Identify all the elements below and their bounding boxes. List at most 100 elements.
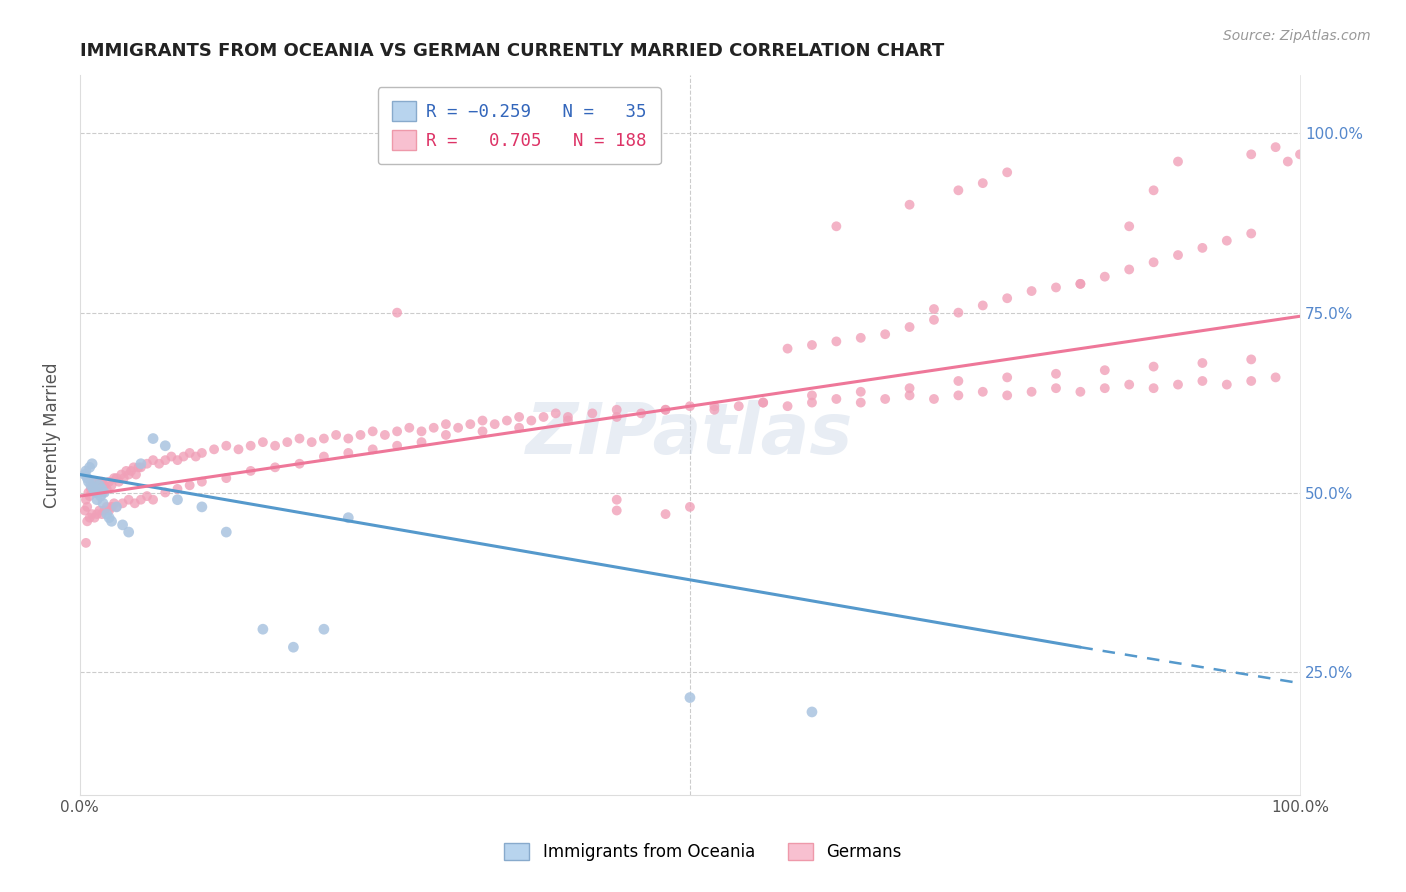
Point xyxy=(98,475,121,489)
Point xyxy=(325,428,347,442)
Point xyxy=(215,525,238,540)
Point xyxy=(875,327,897,342)
Point xyxy=(91,485,114,500)
Point xyxy=(679,690,702,705)
Point xyxy=(239,439,262,453)
Point xyxy=(776,399,799,413)
Point xyxy=(264,439,287,453)
Point xyxy=(215,471,238,485)
Point xyxy=(606,492,628,507)
Point xyxy=(83,510,105,524)
Point xyxy=(995,291,1018,305)
Point xyxy=(849,384,872,399)
Point xyxy=(179,478,201,492)
Point xyxy=(1142,255,1164,269)
Point xyxy=(122,460,145,475)
Point xyxy=(800,338,823,352)
Point xyxy=(89,503,111,517)
Point xyxy=(79,489,101,503)
Point xyxy=(849,395,872,409)
Point xyxy=(276,435,298,450)
Point xyxy=(1240,147,1263,161)
Point xyxy=(90,482,112,496)
Point xyxy=(288,457,311,471)
Point xyxy=(411,425,433,439)
Point xyxy=(103,496,125,510)
Point xyxy=(87,485,110,500)
Point xyxy=(90,482,112,496)
Point xyxy=(898,388,921,402)
Point xyxy=(995,370,1018,384)
Point xyxy=(80,478,103,492)
Point xyxy=(82,482,104,496)
Point xyxy=(606,503,628,517)
Point xyxy=(100,478,122,492)
Point xyxy=(83,475,105,489)
Point xyxy=(948,183,970,197)
Point xyxy=(86,492,108,507)
Point xyxy=(76,514,98,528)
Point xyxy=(89,475,111,489)
Point xyxy=(252,622,274,636)
Point xyxy=(825,219,848,234)
Point xyxy=(118,492,141,507)
Point xyxy=(337,510,360,524)
Point xyxy=(91,496,114,510)
Point xyxy=(1191,241,1213,255)
Point xyxy=(215,439,238,453)
Point xyxy=(239,464,262,478)
Point xyxy=(1142,359,1164,374)
Point xyxy=(103,471,125,485)
Point xyxy=(1191,374,1213,388)
Point xyxy=(1240,374,1263,388)
Point xyxy=(1069,384,1091,399)
Point xyxy=(1094,381,1116,395)
Point xyxy=(98,510,121,524)
Point xyxy=(557,409,579,424)
Point xyxy=(1191,356,1213,370)
Point xyxy=(995,165,1018,179)
Point xyxy=(80,507,103,521)
Point xyxy=(1045,381,1067,395)
Text: Source: ZipAtlas.com: Source: ZipAtlas.com xyxy=(1223,29,1371,43)
Point xyxy=(79,460,101,475)
Point xyxy=(385,305,408,319)
Point xyxy=(96,482,118,496)
Point xyxy=(1021,384,1043,399)
Point xyxy=(288,432,311,446)
Point xyxy=(447,421,470,435)
Point xyxy=(1045,280,1067,294)
Point xyxy=(75,536,97,550)
Point xyxy=(86,507,108,521)
Point xyxy=(73,467,96,482)
Point xyxy=(173,450,195,464)
Point xyxy=(125,467,148,482)
Point xyxy=(606,409,628,424)
Point xyxy=(301,435,323,450)
Point xyxy=(118,525,141,540)
Point xyxy=(83,475,105,489)
Point xyxy=(1216,377,1239,392)
Point xyxy=(84,485,107,500)
Point xyxy=(166,453,188,467)
Point xyxy=(948,374,970,388)
Point xyxy=(84,485,107,500)
Point xyxy=(1216,234,1239,248)
Point xyxy=(142,432,165,446)
Point xyxy=(1289,147,1312,161)
Point xyxy=(118,467,141,482)
Point xyxy=(76,471,98,485)
Point xyxy=(312,432,335,446)
Point xyxy=(80,478,103,492)
Point xyxy=(87,478,110,492)
Point xyxy=(1118,219,1140,234)
Point xyxy=(1021,284,1043,298)
Point xyxy=(496,413,519,427)
Point xyxy=(533,409,555,424)
Point xyxy=(166,482,188,496)
Point xyxy=(73,503,96,517)
Point xyxy=(654,402,676,417)
Point xyxy=(80,457,103,471)
Point xyxy=(654,402,676,417)
Point xyxy=(630,406,652,420)
